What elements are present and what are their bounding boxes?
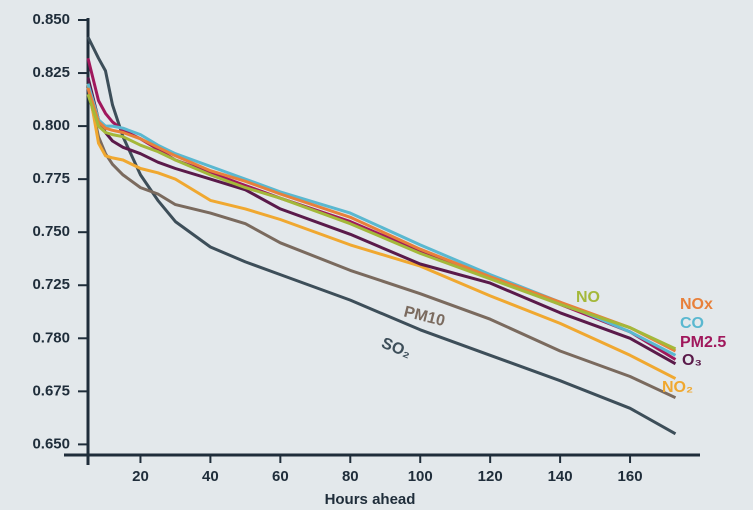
x-tick-label: 140 — [548, 468, 573, 485]
series-line — [86, 87, 677, 353]
series-label: CO — [680, 315, 704, 332]
y-tick-label: 0.675 — [32, 382, 70, 399]
x-tick-label: 20 — [132, 468, 149, 485]
series-line — [86, 87, 677, 400]
series-label: O₃ — [682, 352, 702, 369]
series-line — [86, 83, 677, 380]
series-line — [86, 36, 677, 436]
x-tick-label: 120 — [478, 468, 503, 485]
y-tick-label: 0.725 — [32, 276, 70, 293]
series-line — [86, 93, 677, 351]
y-tick-label: 0.780 — [32, 329, 70, 346]
x-tick-label: 80 — [342, 468, 359, 485]
x-axis-label: Hours ahead — [325, 491, 416, 508]
x-tick-label: 100 — [408, 468, 433, 485]
y-tick-label: 0.775 — [32, 170, 70, 187]
x-tick-label: 60 — [272, 468, 289, 485]
series-label: NOx — [680, 296, 713, 313]
series-label: SO₂ — [379, 335, 413, 362]
y-tick-label: 0.750 — [32, 223, 70, 240]
series-label: NO — [576, 289, 600, 306]
series-label: NO₂ — [662, 379, 693, 396]
x-tick-label: 160 — [618, 468, 643, 485]
series-line — [86, 76, 677, 366]
y-tick-label: 0.825 — [32, 64, 70, 81]
y-tick-label: 0.850 — [32, 11, 70, 28]
y-tick-label: 0.800 — [32, 117, 70, 134]
y-tick-label: 0.650 — [32, 435, 70, 452]
x-tick-label: 40 — [202, 468, 219, 485]
series-label: PM2.5 — [680, 334, 726, 351]
